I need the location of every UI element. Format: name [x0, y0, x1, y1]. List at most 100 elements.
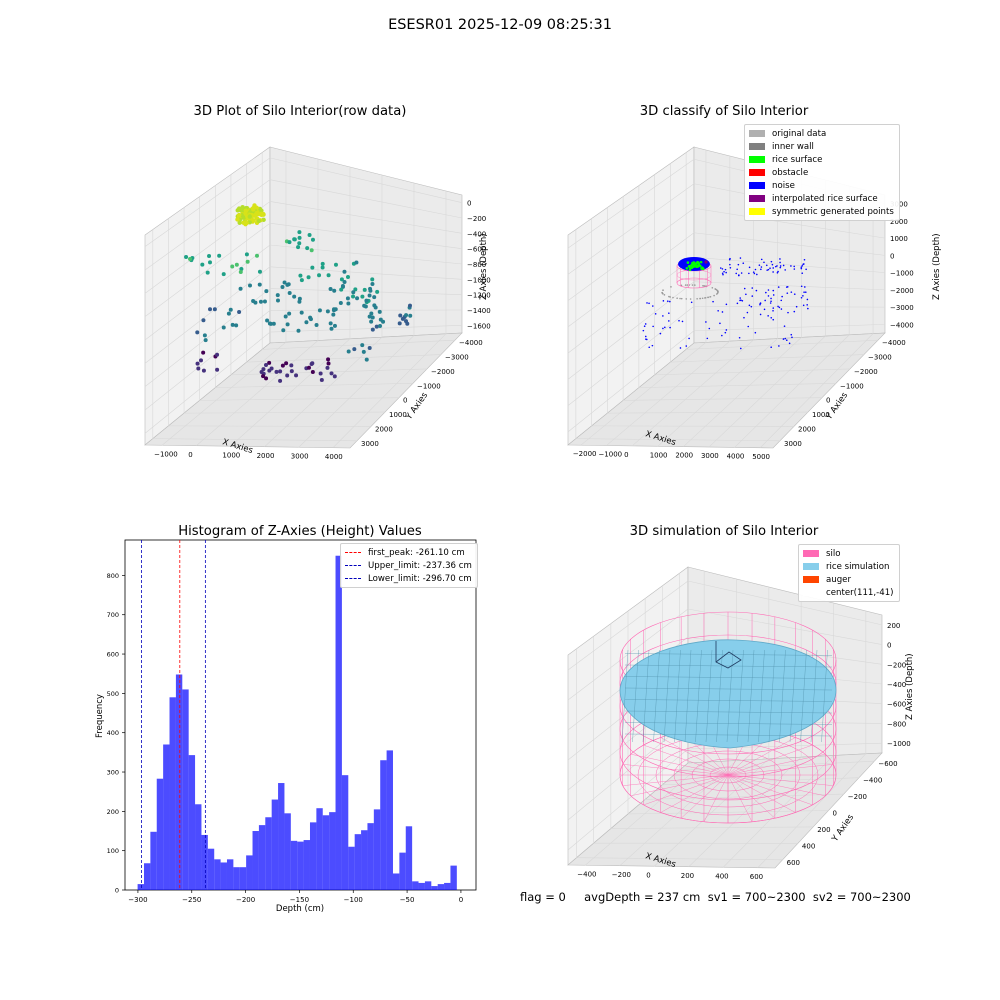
rice-mesh-line — [726, 649, 734, 743]
original-point — [663, 294, 666, 296]
noise-point — [770, 346, 772, 349]
noise-point — [738, 274, 740, 277]
data-point — [261, 212, 266, 217]
rice-mesh-line — [674, 649, 681, 743]
data-point — [333, 307, 338, 312]
histogram-bar — [399, 852, 406, 890]
data-point — [354, 260, 359, 265]
p2-x-tick: −1000 — [598, 451, 622, 459]
x-axis-label: X Axies — [644, 429, 677, 448]
p4-z-tick: −600 — [887, 701, 906, 709]
data-point — [203, 338, 208, 343]
noise-point — [659, 332, 662, 335]
noise-point — [739, 299, 741, 302]
original-point — [717, 291, 719, 294]
data-point — [259, 370, 264, 375]
data-point — [297, 230, 302, 235]
data-point — [292, 237, 297, 242]
rice-surface-point — [693, 262, 696, 266]
original-point — [699, 297, 702, 300]
data-point — [280, 363, 285, 368]
original-point — [714, 288, 717, 290]
noise-point — [801, 265, 804, 267]
legend-swatch — [749, 156, 765, 163]
p4-z-tick: 200 — [887, 622, 900, 630]
data-point — [369, 319, 374, 324]
data-point — [248, 214, 253, 219]
histogram-bar — [367, 823, 374, 890]
p1-z-tick: −200 — [467, 215, 486, 223]
noise-point — [724, 331, 727, 334]
data-point — [369, 311, 374, 316]
simulation-legend: silo rice simulation auger center(111,-41) — [798, 544, 900, 602]
data-point — [305, 246, 310, 251]
legend-swatch — [803, 589, 819, 596]
data-point — [397, 321, 402, 326]
data-point — [289, 369, 294, 374]
data-point — [238, 208, 244, 213]
original-point — [662, 289, 664, 291]
data-point — [249, 210, 255, 215]
p4-x-tick: 200 — [681, 872, 694, 880]
noise-point — [717, 309, 719, 312]
data-point — [370, 277, 375, 282]
p1-y-tick: −1000 — [417, 382, 441, 390]
original-point — [702, 284, 704, 287]
data-point — [339, 287, 344, 292]
data-point — [215, 352, 220, 357]
data-point — [254, 207, 259, 212]
noise-point — [781, 295, 783, 298]
data-point — [238, 216, 243, 222]
noise-point — [780, 308, 783, 310]
silo-floor-spoke — [727, 764, 834, 776]
p4-y-tick: 400 — [802, 842, 815, 850]
data-point — [208, 307, 213, 312]
silo-floor-spoke — [660, 737, 729, 776]
noise-point — [774, 265, 777, 268]
data-point — [364, 298, 369, 303]
data-point — [306, 365, 311, 370]
data-point — [284, 239, 289, 244]
p1-y-tick: −3000 — [445, 354, 469, 362]
noise-point — [728, 258, 731, 261]
data-point — [241, 208, 246, 213]
data-point — [238, 270, 243, 275]
data-point — [254, 211, 260, 216]
p2-x-tick: 1000 — [650, 451, 668, 459]
noise-point — [784, 269, 786, 271]
rice-surface-point — [687, 265, 691, 268]
data-point — [318, 371, 323, 376]
silo-ring — [619, 657, 837, 755]
data-point — [253, 300, 258, 305]
data-point — [257, 269, 262, 274]
data-point — [281, 328, 286, 333]
original-point — [680, 297, 683, 300]
original-point — [705, 285, 708, 288]
data-point — [201, 368, 206, 373]
histogram-bar — [348, 846, 355, 890]
silo-floor-spoke — [703, 728, 729, 776]
data-point — [221, 325, 226, 330]
data-point — [252, 212, 257, 218]
noise-point — [708, 327, 711, 330]
noise-point — [779, 265, 782, 267]
noise-point — [729, 257, 731, 260]
noise-point — [754, 268, 757, 271]
original-point — [715, 288, 718, 291]
noise-point — [777, 305, 779, 308]
p2-y-tick: 3000 — [784, 440, 802, 448]
data-point — [244, 206, 249, 212]
p1-z-tick: −1600 — [467, 322, 491, 330]
rice-mesh-line — [663, 649, 671, 743]
p2-y-tick: 2000 — [798, 425, 816, 433]
histogram-bar — [290, 840, 298, 890]
p4-z-tick: −400 — [887, 681, 906, 689]
original-point — [668, 295, 670, 298]
data-point — [251, 205, 256, 211]
noise-point — [750, 305, 753, 308]
x-tick-label: −200 — [236, 896, 255, 904]
histogram-bar — [316, 808, 323, 890]
noise-point — [652, 325, 654, 328]
rice-surface-point — [699, 260, 703, 264]
rice-surface-point — [696, 264, 700, 268]
